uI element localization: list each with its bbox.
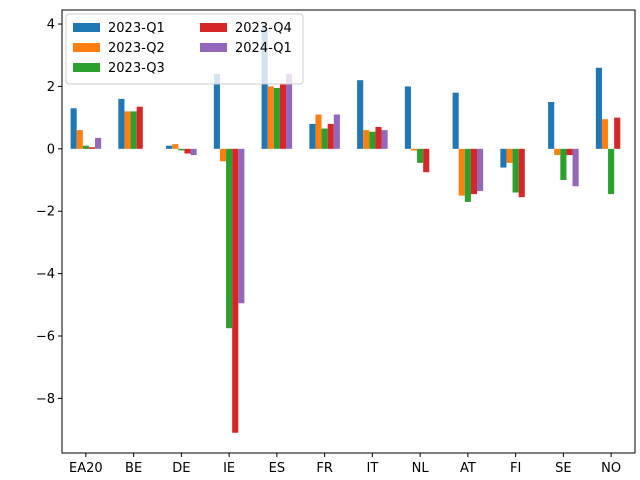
bar-se-2024-q1 (572, 148, 579, 187)
x-tick-label: BE (125, 461, 142, 476)
y-tick-label: −4 (36, 267, 55, 282)
x-tick-label: SE (555, 461, 571, 476)
bar-fi-2023-q3 (512, 148, 519, 193)
bar-ea20-2023-q3 (82, 145, 89, 149)
bar-be-2023-q1 (118, 98, 125, 149)
bar-se-2023-q1 (548, 102, 555, 149)
bar-at-2023-q3 (464, 148, 471, 202)
bar-be-2023-q2 (124, 111, 131, 149)
bar-it-2024-q1 (381, 130, 388, 149)
bar-be-2023-q3 (130, 111, 137, 149)
bar-it-2023-q2 (363, 130, 370, 149)
bar-es-2023-q4 (279, 83, 287, 149)
bar-it-2023-q4 (375, 126, 382, 149)
legend-label-2024-q1: 2024-Q1 (235, 41, 292, 56)
bar-de-2023-q4 (184, 148, 191, 154)
bar-nl-2023-q4 (423, 148, 430, 173)
bar-fr-2023-q2 (315, 114, 322, 149)
legend-label-2023-q2: 2023-Q2 (108, 41, 165, 56)
bar-ie-2023-q2 (219, 148, 227, 162)
legend-box (65, 13, 304, 85)
x-tick-label: IE (223, 461, 235, 476)
bar-fr-2023-q4 (327, 123, 334, 149)
y-tick-label: −8 (36, 392, 55, 407)
bar-ie-2023-q4 (232, 148, 239, 433)
bar-it-2023-q3 (369, 131, 376, 149)
bar-it-2023-q1 (357, 80, 364, 149)
bar-se-2023-q3 (560, 148, 567, 181)
legend: 2023-Q1 2023-Q2 2023-Q3 2023-Q4 2024-Q1 (65, 13, 304, 85)
bar-be-2023-q4 (136, 106, 143, 149)
x-tick-label: DE (172, 461, 190, 476)
bar-ie-2024-q1 (238, 148, 245, 304)
bar-at-2024-q1 (477, 148, 484, 191)
bar-ea20-2023-q4 (88, 147, 96, 149)
legend-label-2023-q3: 2023-Q3 (108, 61, 165, 76)
bar-fr-2023-q3 (321, 128, 328, 149)
bar-fr-2023-q1 (309, 123, 316, 149)
bar-nl-2023-q1 (404, 86, 411, 149)
bar-fr-2024-q1 (333, 114, 340, 149)
x-tick-label: FR (316, 461, 333, 476)
bar-no-2023-q3 (608, 148, 615, 195)
x-tick-label: AT (460, 461, 476, 476)
y-tick-label: 2 (47, 80, 55, 95)
legend-swatch-2023-q3 (73, 63, 100, 72)
bar-fi-2023-q4 (518, 148, 525, 198)
x-tick-label: FI (510, 461, 521, 476)
bar-ie-2023-q3 (226, 148, 233, 329)
y-axis: −8 −6 −4 −2 0 2 4 (36, 18, 62, 407)
bar-es-2023-q3 (273, 87, 280, 149)
legend-label-2023-q1: 2023-Q1 (108, 21, 165, 36)
bar-se-2023-q4 (566, 148, 573, 156)
bar-fi-2023-q2 (506, 148, 513, 163)
bar-ea20-2023-q1 (70, 108, 77, 149)
bar-fi-2023-q1 (500, 148, 507, 168)
legend-swatch-2024-q1 (200, 43, 227, 52)
bar-no-2023-q4 (614, 117, 621, 149)
bar-se-2023-q2 (554, 148, 561, 156)
bar-de-2023-q1 (166, 145, 173, 149)
bar-es-2023-q1 (261, 27, 268, 149)
x-tick-label: ES (269, 461, 285, 476)
legend-swatch-2023-q2 (73, 43, 100, 52)
axes-frame (61, 9, 636, 454)
bar-es-2023-q2 (267, 86, 274, 149)
bar-nl-2023-q2 (410, 148, 418, 151)
x-tick-label: NL (412, 461, 430, 476)
legend-swatch-2023-q4 (200, 23, 227, 32)
x-tick-label: IT (366, 461, 378, 476)
bar-at-2023-q4 (470, 148, 478, 195)
y-tick-label: −6 (36, 330, 55, 345)
legend-label-2023-q4: 2023-Q4 (235, 21, 292, 36)
bar-no-2023-q1 (595, 67, 602, 149)
bars-layer (70, 27, 621, 433)
bar-no-2023-q2 (601, 119, 609, 149)
bar-at-2023-q2 (458, 148, 465, 196)
bar-de-2023-q3 (178, 148, 185, 151)
bar-de-2023-q2 (172, 144, 179, 149)
y-tick-label: 4 (47, 18, 55, 33)
bar-at-2023-q1 (452, 92, 459, 149)
bar-es-2024-q1 (286, 73, 293, 149)
x-tick-label: NO (601, 461, 621, 476)
bar-ea20-2024-q1 (95, 137, 102, 149)
x-axis: EA20 BE DE IE ES FR IT NL AT FI SE NO (69, 453, 621, 476)
y-tick-label: 0 (47, 142, 55, 157)
x-tick-label: EA20 (69, 461, 103, 476)
bar-de-2024-q1 (190, 148, 197, 156)
y-tick-label: −2 (36, 205, 55, 220)
legend-swatch-2023-q1 (73, 23, 100, 32)
bar-ea20-2023-q2 (76, 130, 83, 149)
bar-ie-2023-q1 (213, 73, 220, 149)
bar-nl-2023-q3 (417, 148, 424, 163)
